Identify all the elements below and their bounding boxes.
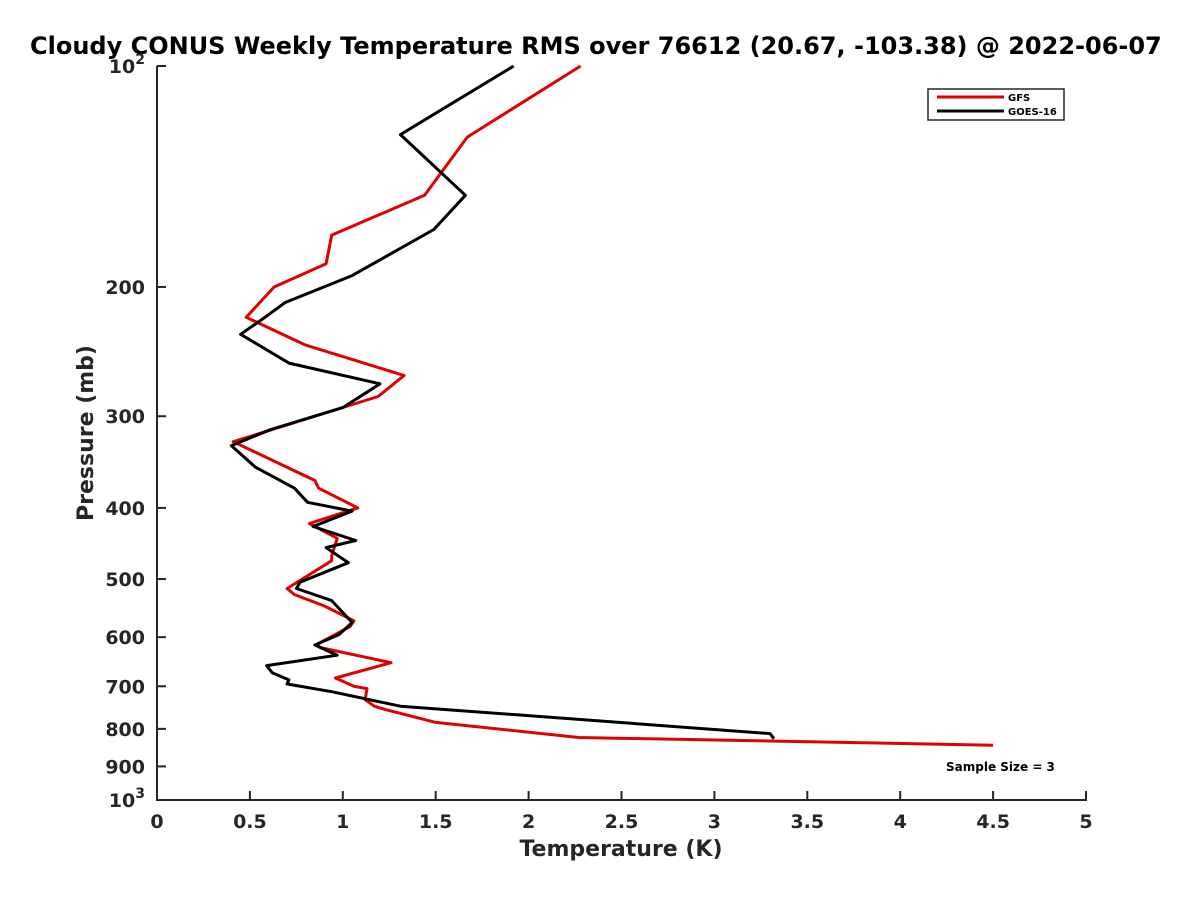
y-axis-ticks: 102 200 300 400 500 600 700 800 900 103 bbox=[105, 52, 166, 812]
y-tick-label: 200 bbox=[105, 277, 145, 299]
x-tick-label: 5 bbox=[1079, 811, 1092, 833]
x-tick-label: 3.5 bbox=[790, 811, 824, 833]
series-line-goes16 bbox=[229, 64, 776, 740]
x-tick-label: 0.5 bbox=[233, 811, 267, 833]
y-tick-label: 400 bbox=[105, 498, 145, 520]
y-tick-label: 900 bbox=[105, 756, 145, 778]
x-axis-ticks: 0 0.5 1 1.5 2 2.5 3 3.5 4 4.5 5 bbox=[150, 791, 1093, 833]
chart-title: Cloudy CONUS Weekly Temperature RMS over… bbox=[30, 32, 1162, 60]
x-tick-label: 4 bbox=[894, 811, 907, 833]
plot-area: 0 0.5 1 1.5 2 2.5 3 3.5 4 4.5 5 102 200 300 400 500 600… bbox=[105, 52, 1092, 833]
series-line-gfs bbox=[231, 64, 994, 747]
y-tick-label: 103 bbox=[109, 786, 145, 812]
legend-label-gfs: GFS bbox=[1008, 93, 1030, 104]
y-tick-label: 102 bbox=[109, 52, 145, 78]
y-tick-label: 800 bbox=[105, 719, 145, 741]
y-axis-label: Pressure (mb) bbox=[74, 345, 99, 521]
x-tick-label: 2.5 bbox=[605, 811, 639, 833]
series-layer bbox=[229, 64, 994, 747]
x-axis-label: Temperature (K) bbox=[519, 837, 722, 862]
sample-size-annotation: Sample Size = 3 bbox=[946, 760, 1055, 774]
y-tick-label: 600 bbox=[105, 627, 145, 649]
legend-label-goes16: GOES-16 bbox=[1008, 107, 1057, 118]
y-tick-label: 700 bbox=[105, 676, 145, 698]
x-tick-label: 1.5 bbox=[419, 811, 453, 833]
y-tick-label: 500 bbox=[105, 569, 145, 591]
y-tick-label: 300 bbox=[105, 406, 145, 428]
x-tick-label: 3 bbox=[708, 811, 721, 833]
x-tick-label: 2 bbox=[522, 811, 535, 833]
legend-box bbox=[927, 88, 1065, 121]
x-tick-label: 1 bbox=[336, 811, 349, 833]
x-tick-label: 0 bbox=[150, 811, 163, 833]
x-tick-label: 4.5 bbox=[976, 811, 1010, 833]
plot-background bbox=[157, 66, 1086, 800]
legend: GFS GOES-16 bbox=[927, 88, 1065, 121]
